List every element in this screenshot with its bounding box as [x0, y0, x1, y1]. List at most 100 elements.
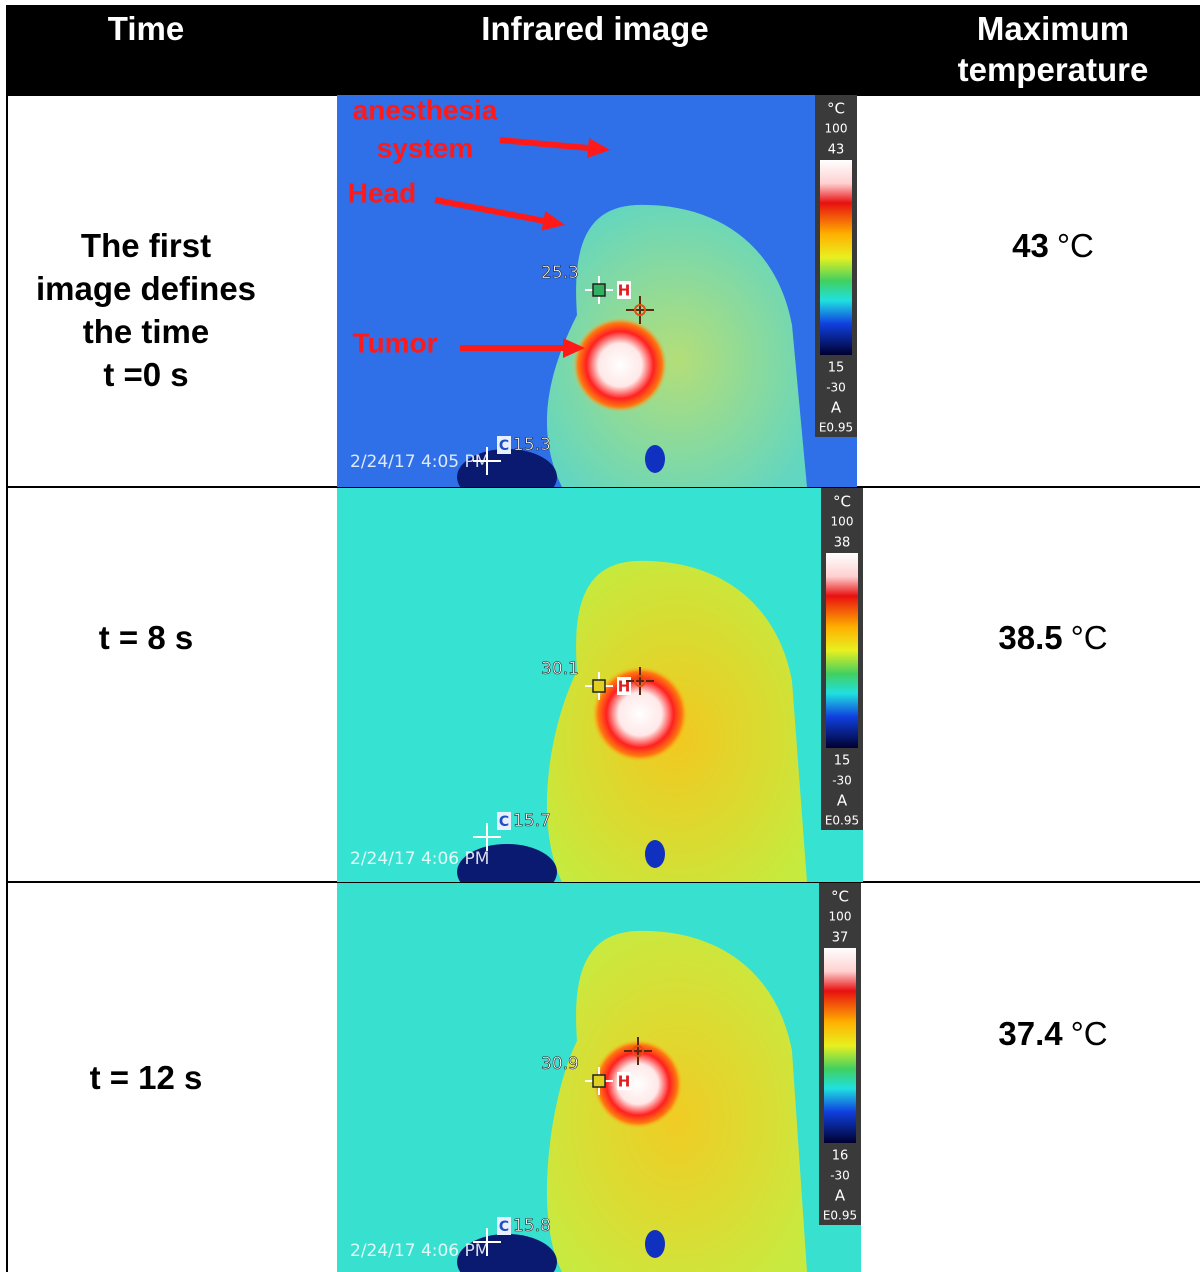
header-cell: Infrared image	[481, 10, 709, 47]
cold-patch	[645, 445, 665, 473]
hot-cursor	[632, 1045, 644, 1057]
temperature-value: 37.4	[998, 1015, 1063, 1052]
hot-cursor	[626, 667, 654, 695]
spot-cursor	[592, 283, 606, 297]
timestamp: 2/24/17 4:06 PM	[350, 849, 489, 869]
scale-label: 100	[831, 515, 854, 529]
temperature-value: 43	[1012, 227, 1049, 264]
scale-label: -30	[826, 381, 846, 395]
scale-label: 16	[832, 1149, 849, 1164]
row-border	[6, 486, 1200, 488]
hot-marker-box	[617, 1072, 631, 1090]
max-temperature: 43 °C	[910, 224, 1196, 267]
time-cell: t = 12 s	[6, 1056, 286, 1099]
scale-label: °C	[833, 493, 851, 511]
time-line: image defines	[35, 270, 257, 307]
spot-reading: 25.3	[541, 263, 579, 283]
scale-label: 37	[832, 931, 849, 946]
hot-marker: H	[618, 282, 631, 300]
spot-reading: 30.1	[541, 659, 579, 679]
scale-bar	[826, 553, 858, 748]
spot-cursor	[592, 679, 606, 693]
arrow-head	[587, 138, 610, 158]
cold-marker: C	[499, 1219, 509, 1235]
timestamp: 2/24/17 4:06 PM	[350, 1241, 489, 1261]
cold-patch	[457, 1234, 557, 1272]
time-line: The first	[80, 227, 212, 264]
scale-label: 43	[828, 143, 845, 158]
scale-label: 100	[829, 910, 852, 924]
cold-cursor	[473, 447, 501, 475]
scale-label: 15	[834, 754, 851, 769]
scale-label: 38	[834, 536, 851, 551]
cold-patch	[457, 844, 557, 882]
time-cell: The first image defines the time t =0 s	[6, 224, 286, 396]
temperature-unit: °C	[1070, 1015, 1108, 1052]
scale-label: -30	[832, 774, 852, 788]
temperature-unit: °C	[1070, 619, 1108, 656]
scale-bar	[820, 160, 852, 355]
scale-label: E0.95	[819, 421, 853, 435]
spot-cursor	[592, 1074, 606, 1088]
hot-cursor	[634, 304, 646, 316]
max-temperature: 38.5 °C	[910, 616, 1196, 659]
hot-cursor	[624, 1037, 652, 1065]
timestamp: 2/24/17 4:05 PM	[350, 452, 489, 472]
infrared-image: °C 100 37 16 -30 A E0.95 30.9 H C 15.8 2/24/17 4:06…	[337, 883, 861, 1272]
arrow-head	[541, 211, 565, 231]
scale-label: °C	[831, 888, 849, 906]
header-bar	[6, 5, 1200, 96]
time-line: t = 12 s	[89, 1058, 203, 1096]
body	[546, 204, 807, 487]
scale-label: A	[837, 792, 848, 810]
time-cell: t = 8 s	[6, 616, 286, 659]
cold-marker-box	[497, 1217, 511, 1235]
cold-reading: 15.8	[513, 1216, 551, 1236]
header-cell: Time	[107, 10, 185, 47]
annotation: Tumor	[352, 327, 437, 358]
arrow-shaft	[499, 137, 589, 151]
cold-marker: C	[499, 438, 509, 454]
scale-label: A	[835, 1187, 846, 1205]
hot-cursor	[626, 296, 654, 324]
cold-cursor	[473, 823, 501, 851]
arrow-head	[563, 338, 585, 358]
tumor	[592, 666, 688, 762]
cold-marker-box	[497, 436, 511, 454]
scale-label: E0.95	[823, 1209, 857, 1223]
header-cell: Maximum temperature	[957, 10, 1149, 88]
cold-marker-box	[497, 812, 511, 830]
cold-reading: 15.7	[513, 811, 551, 831]
spot-reading: 30.9	[541, 1054, 579, 1074]
time-line: t = 8 s	[98, 618, 194, 656]
cold-patch	[645, 1230, 665, 1258]
arrow-shaft	[434, 197, 544, 224]
temperature-unit: °C	[1056, 227, 1094, 264]
scale-label: -30	[830, 1169, 850, 1183]
hot-marker: H	[618, 1073, 631, 1091]
scale-label: A	[831, 399, 842, 417]
scale-label: 15	[828, 361, 845, 376]
time-line: the time	[82, 313, 210, 350]
tumor	[572, 317, 668, 413]
temperature-value: 38.5	[998, 619, 1063, 656]
time-line: t =0 s	[103, 356, 189, 393]
cold-marker: C	[499, 814, 509, 830]
row-border	[6, 881, 1200, 883]
scale-label: 100	[825, 122, 848, 136]
max-temperature: 37.4 °C	[910, 1012, 1196, 1055]
annotation: Head	[348, 177, 416, 208]
hot-cursor	[634, 675, 646, 687]
scale-label: E0.95	[825, 814, 859, 828]
hot-marker-box	[617, 281, 631, 299]
annotation: anesthesia	[353, 95, 498, 125]
infrared-image: °C 100 43 15 -30 A E0.95 25.3 H C 15.3 2/24/17 4:05…	[337, 95, 857, 487]
left-border	[6, 95, 8, 1272]
cold-cursor	[473, 1228, 501, 1256]
annotation: system	[377, 132, 474, 163]
cold-patch	[457, 449, 557, 487]
scale-label: °C	[827, 100, 845, 118]
cold-patch	[645, 840, 665, 868]
